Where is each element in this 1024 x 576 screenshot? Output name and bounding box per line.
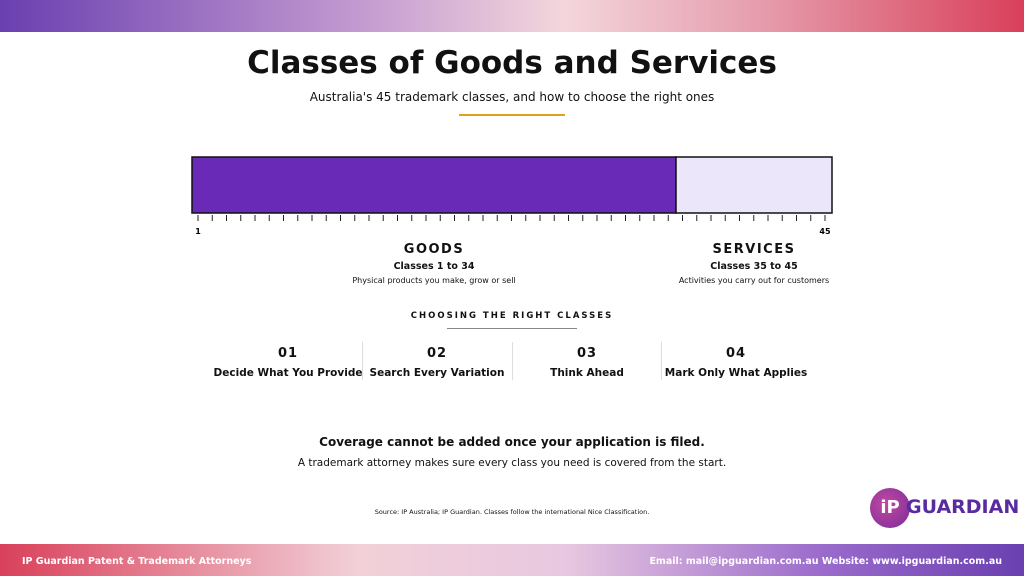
group-range: Classes 35 to 45 [710,261,798,272]
steps-heading: CHOOSING THE RIGHT CLASSES [410,311,614,321]
group-name: SERVICES [712,242,796,257]
footer-left: IP Guardian Patent & Trademark Attorneys [22,556,252,567]
logo-mark: iP [870,488,910,528]
divider [512,342,513,380]
step-label: Search Every Variation [369,367,505,379]
group-description: Physical products you make, grow or sell [352,276,516,285]
group-name: GOODS [403,242,465,257]
footer-banner [0,544,1024,576]
scale-end: 45 [819,227,831,236]
services-segment [675,156,833,214]
title: Classes of Goods and Services [247,45,777,81]
subtitle: Australia's 45 trademark classes, and ho… [309,90,715,104]
step-number: 02 [426,346,448,361]
logo-word: GUARDIAN [906,496,1020,518]
step-label: Decide What You Provide [213,367,363,379]
callout-text: A trademark attorney makes sure every cl… [297,457,727,469]
divider [661,342,662,380]
step-label: Mark Only What Applies [664,367,808,379]
ticks [197,215,826,221]
source: Source: IP Australia; IP Guardian. Class… [374,508,650,516]
step-label: Think Ahead [550,367,624,379]
callout-headline: Coverage cannot be added once your appli… [319,435,705,449]
group-range: Classes 1 to 34 [393,261,475,272]
group-description: Activities you carry out for customers [678,276,830,285]
top-banner [0,0,1024,32]
heading-rule [447,328,577,329]
footer-right: Email: mail@ipguardian.com.au Website: w… [649,556,1002,567]
step-number: 04 [725,346,747,361]
scale-start: 1 [195,227,201,236]
step-number: 03 [576,346,598,361]
goods-segment [191,156,677,214]
divider [362,342,363,380]
class-bar: 1 45 [191,156,833,236]
step-number: 01 [277,346,299,361]
accent-rule [459,114,565,116]
